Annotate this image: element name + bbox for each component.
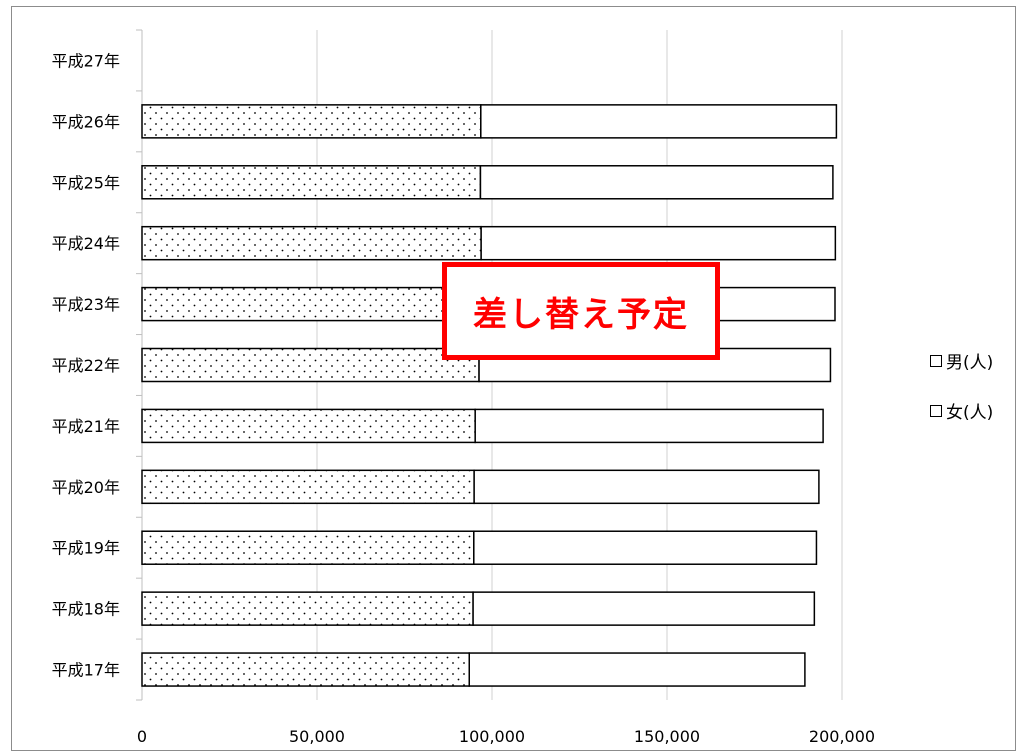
legend-item-female: 女(人) — [930, 398, 993, 423]
x-tick-label-4: 200,000 — [809, 727, 875, 746]
bar-female-1 — [141, 591, 474, 626]
bar-female-4 — [141, 408, 476, 444]
bar-male-3 — [473, 469, 820, 505]
legend-item-male: 男(人) — [930, 348, 993, 373]
category-label-6: 平成23年 — [52, 295, 120, 314]
bar-female-0 — [141, 652, 470, 687]
bar-male-8 — [479, 165, 834, 200]
bar-female-8 — [141, 165, 482, 200]
category-label-4: 平成21年 — [52, 417, 120, 436]
category-label-9: 平成26年 — [52, 112, 120, 131]
bar-male-9 — [480, 104, 838, 139]
category-label-5: 平成22年 — [52, 356, 120, 375]
bar-male-4 — [474, 408, 824, 444]
bar-female-7 — [141, 225, 482, 261]
replacement-stamp: 差し替え予定 — [442, 262, 720, 360]
legend-label-male: 男(人) — [946, 353, 994, 373]
bar-male-1 — [472, 591, 816, 626]
x-tick-label-1: 50,000 — [289, 727, 345, 746]
bar-female-9 — [141, 104, 482, 139]
bar-male-0 — [468, 652, 806, 687]
bar-female-3 — [141, 469, 475, 505]
legend-swatch-female — [930, 404, 942, 417]
legend-label-female: 女(人) — [946, 403, 994, 423]
bar-female-6 — [141, 286, 482, 322]
category-label-7: 平成24年 — [52, 234, 120, 253]
bar-male-2 — [473, 530, 818, 565]
bar-male-7 — [480, 225, 837, 261]
bar-female-2 — [141, 530, 475, 565]
category-label-1: 平成18年 — [52, 600, 120, 619]
category-label-3: 平成20年 — [52, 478, 120, 497]
chart-frame — [11, 6, 1016, 751]
category-label-0: 平成17年 — [52, 661, 120, 680]
category-label-10: 平成27年 — [52, 51, 120, 70]
category-label-2: 平成19年 — [52, 539, 120, 558]
legend-swatch-male — [930, 354, 942, 367]
bar-female-5 — [141, 347, 480, 383]
x-tick-label-0: 0 — [137, 727, 147, 746]
category-label-8: 平成25年 — [52, 173, 120, 192]
stamp-text: 差し替え予定 — [473, 294, 689, 335]
x-tick-label-3: 150,000 — [634, 727, 700, 746]
x-tick-label-2: 100,000 — [459, 727, 525, 746]
